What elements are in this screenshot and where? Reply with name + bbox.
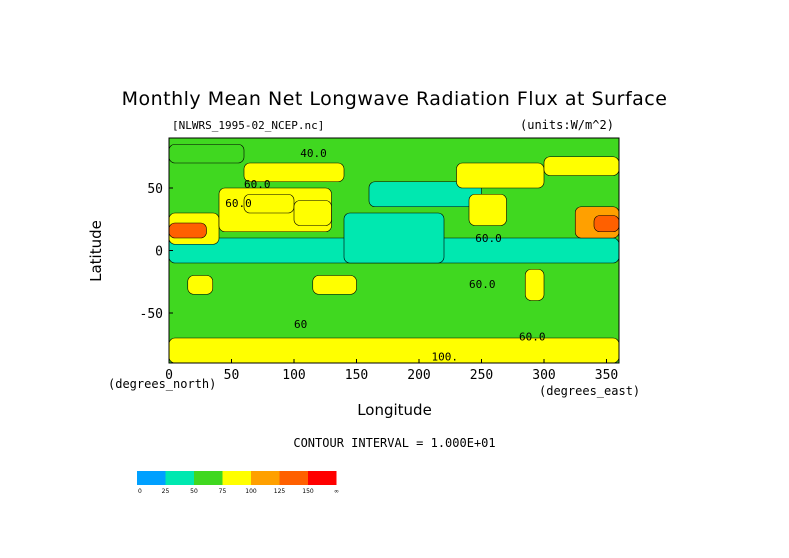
contour-label: 60.0 [469, 278, 496, 291]
colorbar-swatch [165, 471, 194, 485]
heatmap-region [524, 268, 545, 301]
heatmap-region [456, 162, 545, 189]
colorbar-tick-label: 75 [219, 488, 227, 495]
contour-label: 60.0 [244, 178, 271, 191]
colorbar-swatch [279, 471, 308, 485]
x-axis-unit-label: (degrees_east) [539, 384, 641, 398]
contour-label: 60.0 [475, 232, 502, 245]
heatmap-region [343, 212, 445, 264]
x-tick-label: 50 [224, 368, 240, 383]
x-tick-label: 100 [282, 368, 305, 383]
heatmap-region [243, 162, 345, 183]
heatmap-region [187, 275, 214, 295]
dataset-label: [NLWRS_1995-02_NCEP.nc] [172, 119, 325, 132]
contour-label: 60.0 [519, 331, 546, 344]
contour-label: 100. [432, 351, 459, 364]
heatmap-region [543, 156, 619, 176]
y-tick-label: 50 [147, 182, 163, 197]
colorbar-swatch [308, 471, 337, 485]
colorbar-tick-label: 150 [302, 488, 314, 495]
contour-label: 60.0 [225, 197, 252, 210]
x-tick-label: 150 [345, 368, 368, 383]
contour-label: 60 [294, 318, 307, 331]
colorbar-tick-label: ∞ [334, 488, 339, 495]
chart-title: Monthly Mean Net Longwave Radiation Flux… [121, 88, 668, 110]
x-tick-label: 0 [165, 368, 173, 383]
heatmap-region [169, 337, 619, 363]
heatmap-region [243, 193, 295, 214]
colorbar-tick-label: 0 [138, 488, 142, 495]
heatmap-region [468, 193, 507, 226]
colorbar-swatch [137, 471, 166, 485]
x-tick-label: 200 [407, 368, 430, 383]
x-tick-label: 350 [595, 368, 618, 383]
colorbar-tick-label: 100 [245, 488, 257, 495]
heatmap-region [169, 222, 207, 239]
x-axis-label: Longitude [357, 401, 432, 419]
y-tick-label: 0 [155, 245, 163, 260]
contour-label: 40.0 [300, 147, 327, 160]
colorbar: 0 25 50 75 100 125 150 ∞ [137, 471, 339, 495]
y-axis-label: Latitude [87, 220, 105, 282]
y-tick-label: -50 [140, 307, 163, 322]
heatmap-region [593, 215, 619, 233]
colorbar-tick-label: 125 [274, 488, 286, 495]
colorbar-swatch [222, 471, 251, 485]
colorbar-tick-label: 50 [190, 488, 198, 495]
colorbar-swatch [194, 471, 223, 485]
heatmap-region [312, 275, 357, 295]
units-label: (units:W/m^2) [520, 118, 614, 132]
x-tick-label: 300 [532, 368, 555, 383]
heatmap-region [169, 143, 245, 164]
contour-interval-text: CONTOUR INTERVAL = 1.000E+01 [293, 436, 496, 450]
y-axis-unit-label: (degrees_north) [108, 377, 217, 391]
colorbar-swatch [251, 471, 280, 485]
colorbar-tick-label: 25 [162, 488, 170, 495]
x-tick-label: 250 [470, 368, 493, 383]
heatmap-region [293, 200, 332, 226]
